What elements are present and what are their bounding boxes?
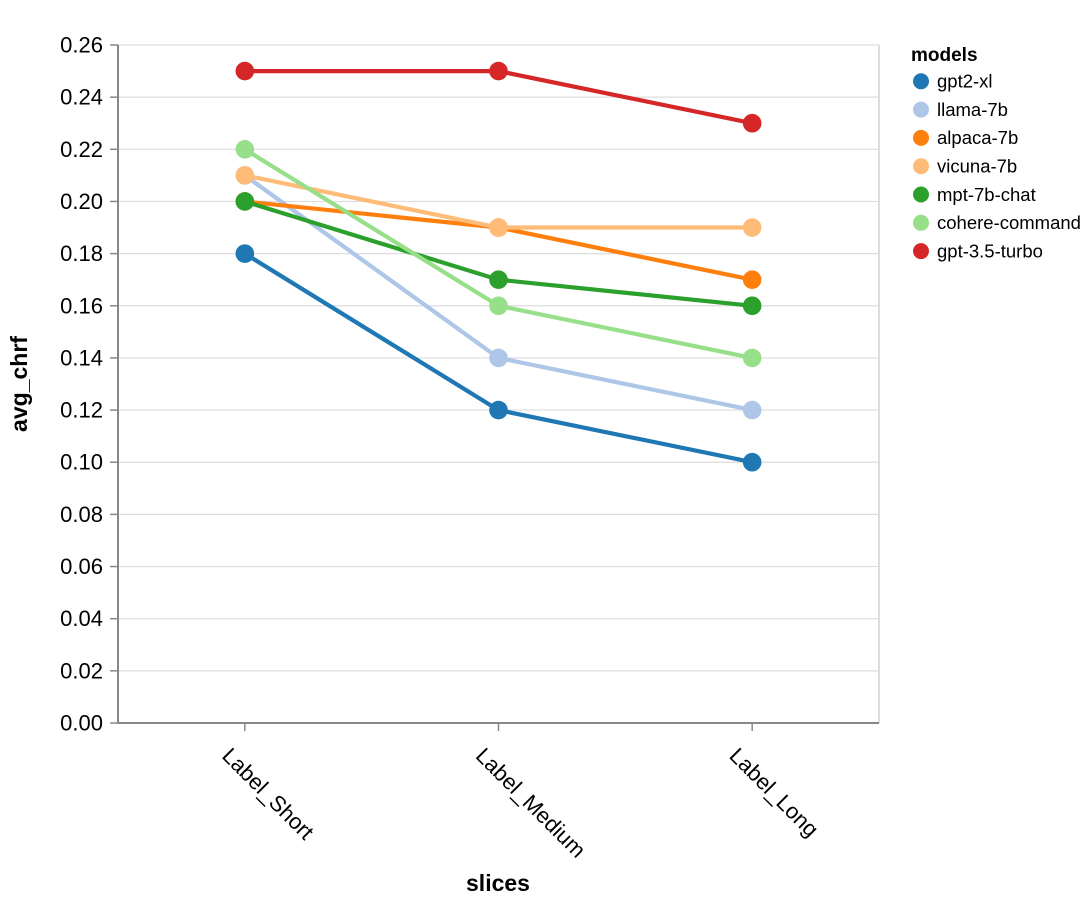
data-point [235, 140, 255, 159]
y-axis-tick-label: 0.02 [60, 658, 103, 683]
legend-label: gpt2-xl [937, 71, 993, 92]
legend-label: mpt-7b-chat [937, 184, 1036, 205]
data-point [489, 296, 508, 316]
data-point [742, 218, 762, 237]
legend-label: gpt-3.5-turbo [937, 240, 1043, 261]
data-point [742, 452, 762, 472]
legend-label: vicuna-7b [937, 156, 1017, 177]
y-axis-tick-label: 0.16 [60, 293, 103, 318]
legend-title: models [911, 45, 978, 66]
y-axis-tick-label: 0.24 [60, 85, 103, 110]
data-point [742, 296, 762, 316]
y-axis-tick-label: 0.12 [60, 398, 103, 423]
legend: models gpt2-xl llama-7b alpaca-7b vicuna-7b… [911, 45, 1080, 261]
legend-swatch-mpt-7b-chat [913, 186, 929, 203]
y-axis-tick-label: 0.26 [60, 33, 103, 58]
y-axis-tick-label: 0.22 [60, 137, 103, 162]
series-cohere-command [235, 140, 762, 368]
x-axis-tick-label: Label_Medium [471, 743, 591, 863]
y-axis-tick-label: 0.00 [60, 711, 103, 736]
series-mpt-7b-chat [235, 192, 762, 316]
y-axis-title: avg_chrf [6, 336, 32, 432]
data-point [489, 400, 508, 420]
data-point [742, 270, 762, 289]
series-line [244, 199, 753, 282]
axes: 0.00 0.02 0.04 0.06 0.08 0.10 0.12 0.14 0.16 0.18… [60, 33, 880, 863]
data-point [742, 348, 762, 368]
gridlines [118, 44, 879, 724]
y-axis-tick-label: 0.10 [60, 450, 103, 475]
series-vicuna-7b [235, 166, 762, 237]
y-axis-tick-label: 0.04 [60, 606, 103, 631]
legend-label: cohere-command [937, 212, 1080, 233]
series-gpt-3.5-turbo [235, 61, 762, 133]
y-axis-tick-label: 0.18 [60, 241, 103, 266]
x-axis-tick-label: Label_Short [217, 743, 319, 845]
data-point [235, 244, 255, 263]
legend-swatch-llama-7b [913, 101, 929, 118]
data-point [742, 400, 762, 420]
data-point [489, 348, 508, 368]
y-axis-tick-label: 0.14 [60, 345, 103, 370]
y-axis-tick-label: 0.08 [60, 502, 103, 527]
series-llama-7b [235, 166, 762, 420]
series-gpt2-xl [235, 244, 762, 472]
data-point [489, 270, 508, 289]
data-point [489, 61, 508, 81]
legend-swatch-alpaca-7b [913, 129, 929, 146]
series-lines [235, 61, 762, 472]
legend-swatch-vicuna-7b [913, 158, 929, 175]
y-axis-tick-label: 0.06 [60, 554, 103, 579]
legend-swatch-cohere-command [913, 214, 929, 231]
legend-swatch-gpt-3.5-turbo [913, 243, 929, 260]
x-axis-tick-label: Label_Long [725, 743, 824, 842]
legend-label: alpaca-7b [937, 127, 1018, 148]
data-point [235, 61, 255, 81]
y-axis-tick-label: 0.20 [60, 189, 103, 214]
axis-titles: avg_chrf slices [6, 336, 530, 896]
x-axis-title: slices [466, 870, 530, 896]
data-point [235, 192, 255, 211]
legend-label: llama-7b [937, 99, 1008, 120]
legend-swatch-gpt2-xl [913, 73, 929, 90]
data-point [235, 166, 255, 185]
data-point [742, 113, 762, 133]
data-point [489, 218, 508, 237]
